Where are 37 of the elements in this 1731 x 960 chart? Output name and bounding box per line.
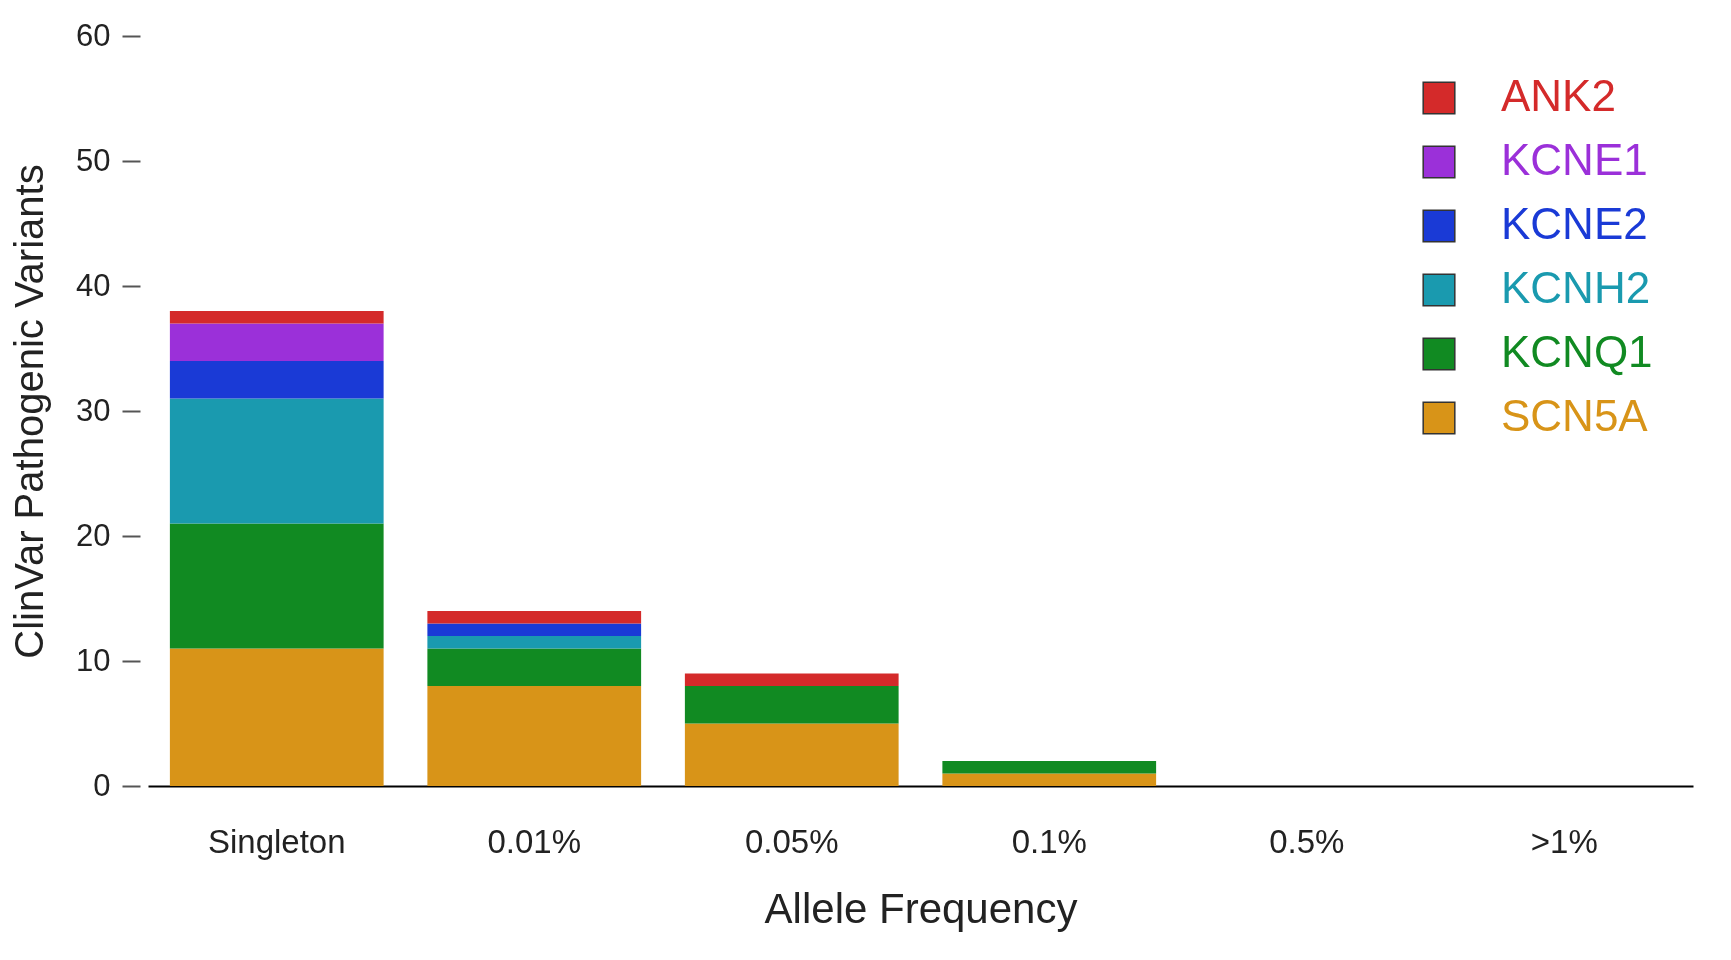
bar bbox=[427, 611, 642, 624]
bar bbox=[169, 311, 384, 324]
bar bbox=[169, 398, 384, 524]
x-tick-label: 0.05% bbox=[744, 822, 839, 860]
bar bbox=[684, 686, 899, 724]
x-tick-label: 0.01% bbox=[487, 822, 582, 860]
bar bbox=[169, 323, 384, 361]
legend-label: KCNE1 bbox=[1501, 135, 1648, 184]
bar bbox=[427, 623, 642, 636]
y-tick-label: 40 bbox=[76, 267, 111, 303]
y-tick-label: 10 bbox=[76, 642, 111, 678]
bar bbox=[942, 761, 1157, 774]
legend-label: KCNH2 bbox=[1501, 263, 1651, 312]
bar bbox=[169, 361, 384, 399]
x-tick-label: 0.5% bbox=[1269, 822, 1345, 860]
y-axis-title: ClinVar Pathogenic Variants bbox=[7, 164, 52, 659]
bar bbox=[427, 686, 642, 786]
bar bbox=[942, 773, 1157, 786]
y-tick-label: 50 bbox=[76, 142, 111, 178]
y-tick-label: 20 bbox=[76, 517, 111, 553]
y-tick-label: 60 bbox=[76, 17, 111, 53]
bar bbox=[169, 523, 384, 649]
x-tick-label: Singleton bbox=[207, 822, 346, 860]
y-tick-label: 30 bbox=[76, 392, 111, 428]
bar bbox=[427, 636, 642, 649]
bar bbox=[169, 648, 384, 786]
bar bbox=[684, 673, 899, 686]
legend-label: KCNE2 bbox=[1501, 199, 1648, 248]
legend-label: ANK2 bbox=[1501, 71, 1616, 120]
x-tick-label: 0.1% bbox=[1011, 822, 1087, 860]
legend-label: SCN5A bbox=[1501, 391, 1649, 440]
x-axis-title: Allele Frequency bbox=[764, 884, 1078, 932]
x-tick-label: >1% bbox=[1530, 822, 1598, 860]
y-tick-label: 0 bbox=[93, 767, 111, 803]
bar bbox=[684, 723, 899, 786]
legend-label: KCNQ1 bbox=[1501, 327, 1653, 376]
bar bbox=[427, 648, 642, 686]
